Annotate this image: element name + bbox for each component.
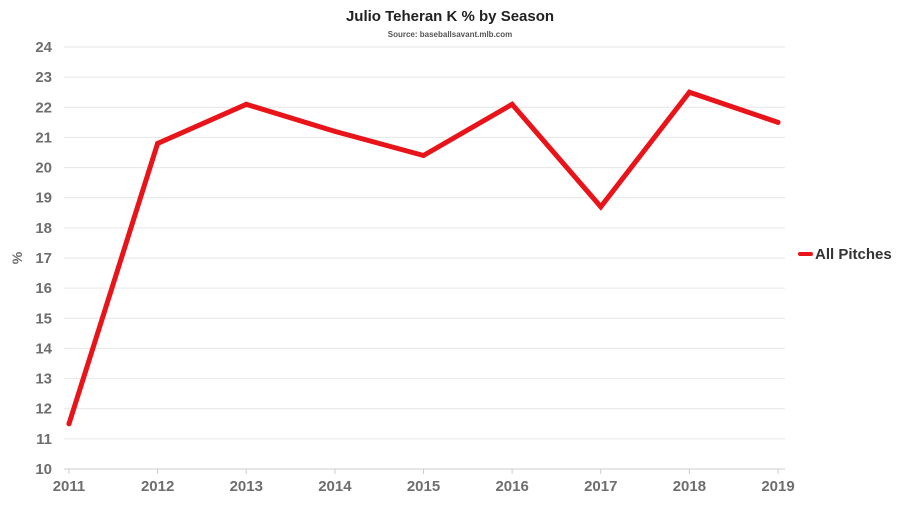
x-tick-label: 2014 [318, 478, 352, 495]
y-tick-label: 16 [35, 280, 52, 297]
data-point[interactable] [243, 101, 249, 107]
y-tick-label: 14 [35, 340, 52, 357]
x-tick-label: 2018 [673, 478, 706, 495]
y-tick-label: 17 [35, 250, 52, 267]
x-tick-label: 2017 [584, 478, 617, 495]
series-layer [66, 89, 781, 427]
x-tick-label: 2016 [495, 478, 528, 495]
y-tick-label: 18 [35, 220, 52, 237]
y-tick-label: 11 [36, 431, 52, 448]
y-tick-label: 23 [35, 69, 52, 86]
y-tick-label: 21 [35, 129, 52, 146]
y-tick-label: 13 [35, 371, 52, 388]
y-axis-ticks: 10 11 12 13 14 15 16 17 18 19 20 21 22 23 24 [35, 39, 52, 478]
x-tick-label: 2015 [407, 478, 440, 495]
legend[interactable]: All Pitches [798, 246, 892, 263]
y-tick-label: 24 [35, 39, 52, 56]
data-point[interactable] [332, 128, 338, 134]
data-point[interactable] [686, 89, 692, 95]
data-point[interactable] [775, 119, 781, 125]
legend-label: All Pitches [815, 246, 892, 263]
gridlines [64, 46, 785, 470]
chart-subtitle: Source: baseballsavant.mlb.com [388, 30, 513, 39]
x-tick-label: 2012 [141, 478, 174, 495]
x-tick-label: 2019 [761, 478, 794, 495]
x-axis-ticks: 2011 2012 2013 2014 2015 2016 2017 2018 2019 [53, 469, 795, 495]
data-point[interactable] [509, 101, 515, 107]
data-point[interactable] [66, 421, 72, 427]
y-tick-label: 15 [35, 310, 52, 327]
x-tick-label: 2011 [53, 478, 86, 495]
chart-title: Julio Teheran K % by Season [346, 8, 554, 25]
y-axis-label: % [9, 251, 25, 264]
x-tick-label: 2013 [230, 478, 263, 495]
y-tick-label: 22 [35, 99, 52, 116]
data-point[interactable] [598, 204, 604, 210]
y-tick-label: 19 [35, 190, 52, 207]
data-point[interactable] [421, 153, 426, 159]
y-tick-label: 10 [35, 461, 52, 478]
y-tick-label: 12 [35, 401, 52, 418]
data-point[interactable] [155, 140, 161, 146]
y-tick-label: 20 [35, 160, 52, 177]
